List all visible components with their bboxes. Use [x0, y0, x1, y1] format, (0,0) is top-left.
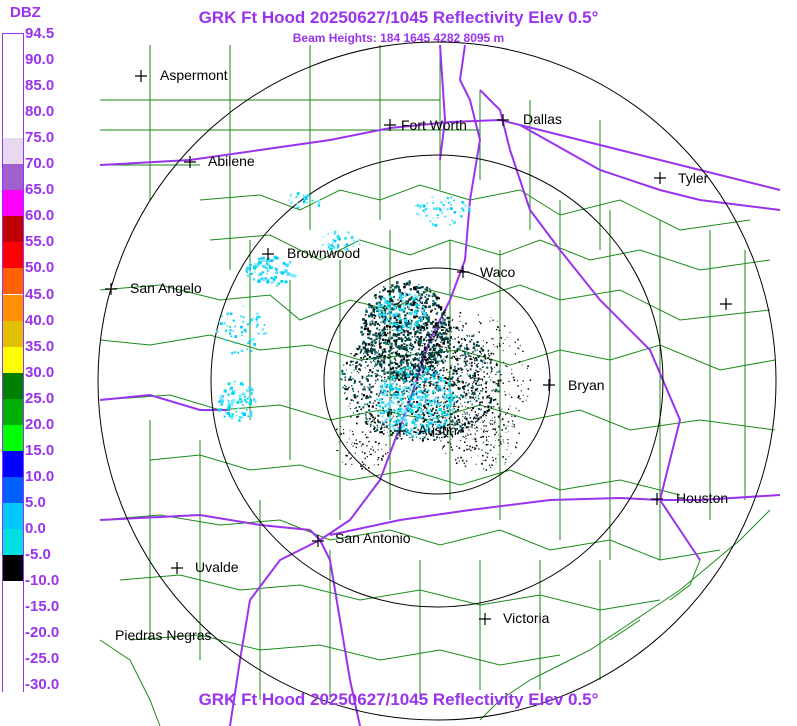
scale-swatch: [3, 581, 23, 608]
city-label: Brownwood: [287, 245, 360, 261]
scale-swatch: [3, 320, 23, 347]
scale-label: 25.0: [25, 389, 55, 407]
scale-swatch: [3, 138, 23, 165]
city-marker-icon: [262, 248, 274, 260]
scale-label: 60.0: [25, 207, 55, 225]
city-markers: [105, 70, 732, 625]
city-marker-icon: [135, 70, 147, 82]
county-boundaries: [99, 45, 776, 726]
scale-label: 40.0: [25, 311, 55, 329]
scale-label: 70.0: [25, 155, 55, 173]
interstate-highways: [99, 44, 781, 726]
scale-swatch: [3, 450, 23, 477]
scale-label: 45.0: [25, 285, 55, 303]
scale-label: -10.0: [25, 572, 60, 590]
city-label: Tyler: [678, 170, 709, 186]
scale-swatch: [3, 502, 23, 529]
scale-swatch: [3, 86, 23, 113]
city-label: Bryan: [568, 377, 605, 393]
beam-heights-subtitle: Beam Heights: 184 1645 4282 8095 m: [292, 31, 505, 45]
scale-swatch: [3, 607, 23, 634]
scale-label: 85.0: [25, 77, 55, 95]
city-marker-icon: [654, 172, 666, 184]
city-marker-icon: [457, 266, 469, 278]
scale-swatch: [3, 555, 23, 582]
city-label: Fort Worth: [401, 117, 467, 133]
city-label: San Antonio: [335, 530, 411, 546]
scale-unit-label: DBZ: [10, 4, 41, 21]
scale-label: 20.0: [25, 415, 55, 433]
city-marker-icon: [651, 493, 663, 505]
scale-label: 15.0: [25, 441, 55, 459]
scale-label: -20.0: [25, 624, 60, 642]
scale-swatch: [3, 528, 23, 555]
scale-swatch: [3, 476, 23, 503]
city-marker-icon: [497, 114, 509, 126]
scale-label: -30.0: [25, 676, 60, 694]
city-label: Uvalde: [195, 559, 239, 575]
city-label: Houston: [676, 490, 728, 506]
map-footer-title: GRK Ft Hood 20250627/1045 Reflectivity E…: [198, 690, 599, 709]
scale-swatch: [3, 372, 23, 399]
scale-swatch: [3, 268, 23, 295]
map-title: GRK Ft Hood 20250627/1045 Reflectivity E…: [198, 8, 599, 27]
scale-swatch: [3, 34, 23, 61]
city-marker-icon: [543, 379, 555, 391]
reflectivity-color-scale: [2, 33, 24, 712]
city-marker-icon: [479, 613, 491, 625]
scale-swatch: [3, 424, 23, 451]
scale-label: 0.0: [25, 519, 46, 537]
city-label: Victoria: [503, 610, 550, 626]
scale-swatch: [3, 112, 23, 139]
city-label: Aspermont: [160, 67, 228, 83]
city-marker-icon: [184, 156, 196, 168]
scale-swatch: [3, 294, 23, 321]
city-label: Waco: [480, 264, 515, 280]
scale-label: 50.0: [25, 259, 55, 277]
city-label: Piedras Negras: [115, 627, 212, 643]
city-label: San Angelo: [130, 280, 202, 296]
city-marker-icon: [105, 283, 117, 295]
scale-swatch: [3, 685, 23, 712]
scale-label: 35.0: [25, 337, 55, 355]
scale-label: 90.0: [25, 51, 55, 69]
scale-swatch: [3, 60, 23, 87]
scale-label: -25.0: [25, 650, 60, 668]
scale-swatch: [3, 346, 23, 373]
city-label: Dallas: [523, 111, 562, 127]
scale-label: 75.0: [25, 129, 55, 147]
scale-label: 94.5: [25, 25, 55, 42]
city-label: Abilene: [208, 153, 255, 169]
scale-label: 65.0: [25, 181, 55, 199]
city-marker-icon: [384, 119, 396, 131]
city-marker-icon: [394, 425, 406, 437]
scale-label: -15.0: [25, 598, 60, 616]
scale-swatch: [3, 190, 23, 217]
scale-swatch: [3, 398, 23, 425]
scale-swatch: [3, 659, 23, 686]
scale-swatch: [3, 633, 23, 660]
scale-label: 30.0: [25, 363, 55, 381]
scale-label: 55.0: [25, 233, 55, 251]
radar-echoes: [215, 191, 532, 471]
scale-swatch: [3, 242, 23, 269]
scale-label: 10.0: [25, 467, 55, 485]
city-marker-icon: [171, 562, 183, 574]
scale-swatch: [3, 216, 23, 243]
range-rings: [97, 41, 777, 721]
city-marker-icon: [312, 535, 324, 547]
scale-label: 5.0: [25, 493, 46, 511]
scale-label: 80.0: [25, 103, 55, 121]
city-labels: Aspermont Fort Worth Dallas Abilene Tyler Bro…: [115, 67, 728, 643]
scale-label: -5.0: [25, 546, 51, 563]
scale-swatch: [3, 164, 23, 191]
city-marker-icon: [720, 298, 732, 310]
city-label: Austin: [418, 422, 457, 438]
